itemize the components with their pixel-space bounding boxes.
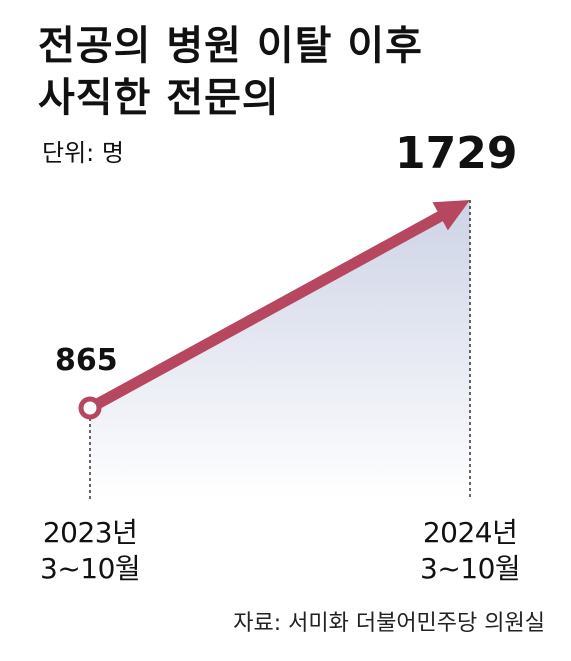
chart-layer: 865 1729 xyxy=(55,128,517,500)
x-label-2023-period: 3~10월 xyxy=(40,552,141,585)
trend-arrowhead xyxy=(432,200,470,231)
x-label-2024-year: 2024년 xyxy=(422,516,518,549)
data-label-2023: 865 xyxy=(55,343,118,378)
data-point-2023 xyxy=(78,396,102,420)
x-label-2024-period: 3~10월 xyxy=(420,552,521,585)
unit-label: 단위: 명 xyxy=(42,139,124,167)
data-label-2024: 1729 xyxy=(395,128,517,179)
area-fill xyxy=(90,200,470,500)
x-label-2024: 2024년 3~10월 xyxy=(420,515,521,587)
chart-title: 전공의 병원 이탈 이후 사직한 전문의 xyxy=(38,20,423,124)
x-label-2023: 2023년 3~10월 xyxy=(40,515,141,587)
x-label-2023-year: 2023년 xyxy=(42,516,138,549)
source-note: 자료: 서미화 더불어민주당 의원실 xyxy=(233,611,545,636)
trend-line xyxy=(87,210,445,413)
chart-title-line-2: 사직한 전문의 xyxy=(38,75,280,121)
chart-title-line-1: 전공의 병원 이탈 이후 xyxy=(38,23,423,69)
